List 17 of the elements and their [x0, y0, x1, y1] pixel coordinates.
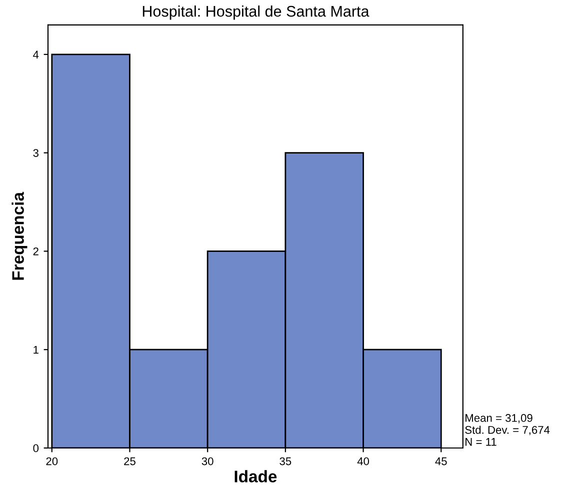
y-axis-title: Frequencia	[12, 192, 28, 280]
x-tick-label: 25	[124, 457, 136, 466]
text: Std. Dev. = 7,674	[465, 426, 550, 436]
y-tick-label: 3	[33, 149, 38, 157]
x-axis-title: Idade	[234, 470, 277, 482]
x-tick-label: 40	[357, 457, 370, 466]
text: N = 11	[466, 438, 496, 446]
x-tick-label: 35	[280, 457, 292, 466]
y-tick-label: 0	[33, 444, 39, 452]
x-tick-label: 30	[202, 457, 214, 466]
x-tick-label: 20	[46, 457, 58, 466]
text: Mean = 31,09	[466, 414, 532, 424]
y-tick-label: 1	[34, 346, 38, 354]
y-tick-label: 4	[33, 50, 39, 58]
x-tick-label: 45	[435, 457, 447, 466]
y-tick-label: 2	[33, 247, 38, 256]
chart-title: Hospital: Hospital de Santa Marta	[142, 5, 370, 20]
